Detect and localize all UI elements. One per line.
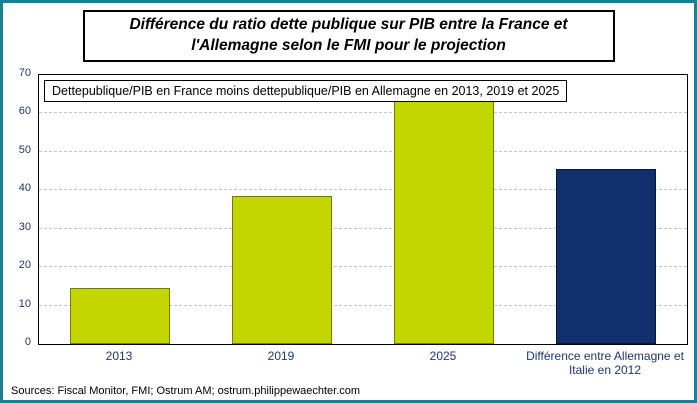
gridline	[39, 227, 687, 229]
gridline	[39, 112, 687, 114]
gridline	[39, 266, 687, 268]
y-tick-label: 20	[18, 259, 31, 272]
bar	[394, 99, 494, 344]
y-tick-label: 60	[18, 105, 31, 118]
y-tick-label: 0	[24, 336, 31, 348]
chart-title-line2: l'Allemagne selon le FMI pour le project…	[191, 36, 506, 54]
y-tick-label: 30	[18, 220, 31, 233]
y-tick-label: 10	[18, 297, 31, 310]
y-tick-label: 50	[18, 143, 31, 156]
chart-title-line1: Différence du ratio dette publique sur P…	[129, 16, 568, 33]
bar	[232, 196, 332, 344]
x-axis-label: 2013	[105, 349, 133, 363]
gridline	[39, 150, 687, 152]
gridline	[39, 189, 687, 191]
sources-text: Sources: Fiscal Monitor, FMI; Ostrum AM;…	[11, 385, 361, 397]
x-axis: 2013 2019 2025 Différence entre Allemagne e…	[38, 349, 686, 395]
bar	[70, 288, 170, 344]
x-axis-label: Différence entre Allemagne et Italie en …	[526, 349, 684, 377]
y-axis: 0 10 20 30 40 50 60 70	[3, 67, 33, 348]
x-axis-label: 2019	[267, 349, 295, 363]
chart-title: Différence du ratio dette publique sur P…	[82, 10, 615, 62]
gridline	[39, 304, 687, 306]
x-axis-label: 2025	[429, 349, 457, 363]
plot-area: Dettepublique/PIB en France moins dettep…	[38, 74, 688, 345]
bar	[556, 169, 656, 344]
chart-note: Dettepublique/PIB en France moins dettep…	[44, 80, 568, 102]
y-tick-label: 70	[18, 67, 31, 79]
y-tick-label: 40	[18, 182, 31, 195]
